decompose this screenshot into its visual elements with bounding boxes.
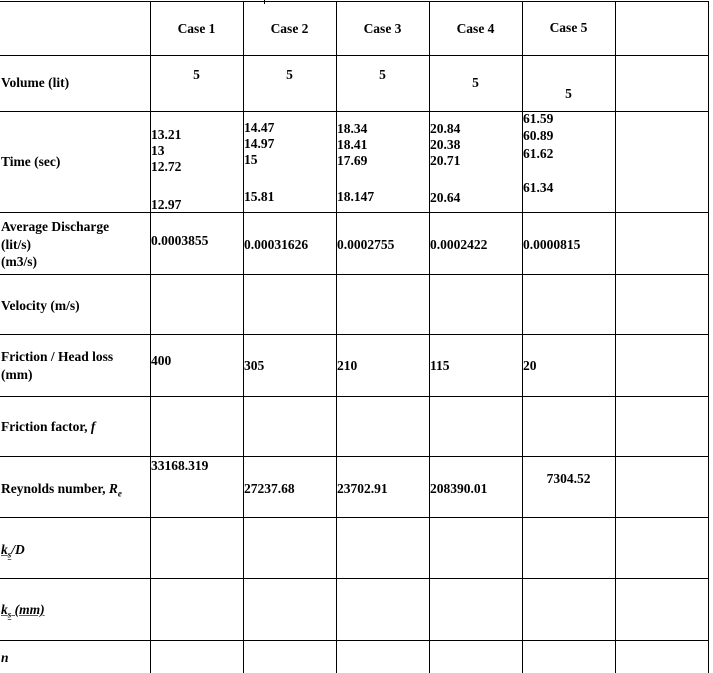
time-case-5-run-2: 60.89: [523, 128, 554, 143]
grid-line: [150, 1, 151, 673]
text-cursor: [522, 419, 523, 435]
row-label-ks-mm: ks (mm): [1, 602, 45, 623]
grid-line: [708, 1, 709, 673]
discharge-case-2: 0.00031626: [244, 237, 309, 252]
header-case-5: Case 5: [549, 20, 588, 35]
row-label-velocity: Velocity (m/s): [1, 298, 80, 313]
grid-line: [0, 111, 709, 112]
header-case-1: Case 1: [177, 21, 216, 36]
grid-line: [243, 1, 244, 673]
time-case-4-run-1: 20.84: [430, 121, 461, 136]
volume-case-1: 5: [193, 67, 200, 82]
row-label-volume: Volume (lit): [1, 75, 70, 90]
row-label-headloss-line-2: (mm): [1, 367, 33, 382]
time-case-1-run-4: 12.97: [151, 197, 182, 212]
time-case-2-run-4: 15.81: [244, 189, 275, 204]
volume-case-5: 5: [565, 86, 572, 101]
grid-line: [429, 1, 430, 673]
headloss-case-5: 20: [523, 358, 537, 373]
grid-line: [0, 212, 709, 213]
ks-d-rest: /D: [11, 542, 25, 557]
grid-line: [0, 55, 709, 56]
row-label-reynolds: Reynolds number, Re: [1, 481, 122, 502]
row-label-n: n: [1, 650, 9, 665]
time-case-3-run-4: 18.147: [337, 189, 375, 204]
row-label-headloss-line-1: Friction / Head loss: [1, 349, 114, 364]
time-case-3-run-3: 17.69: [337, 153, 368, 168]
volume-case-4: 5: [472, 75, 479, 90]
ks-d-sub: s: [7, 549, 12, 560]
time-case-5-run-1: 61.59: [523, 111, 554, 126]
time-case-2-run-2: 14.97: [244, 136, 275, 151]
grid-line: [0, 396, 709, 397]
grid-line: [0, 334, 709, 335]
grid-line: [0, 456, 709, 457]
reynolds-case-4: 208390.01: [430, 481, 488, 496]
grid-line: [0, 517, 709, 518]
reynolds-case-5: 7304.52: [546, 471, 591, 486]
time-case-1-run-2: 13: [151, 143, 165, 158]
ks-mm-k: k: [1, 602, 8, 617]
time-case-2-run-1: 14.47: [244, 120, 275, 135]
ks-d-k: k: [1, 542, 8, 557]
time-case-3-run-2: 18.41: [337, 137, 368, 152]
ks-mm-sub: s: [7, 609, 12, 620]
discharge-case-1: 0.0003855: [151, 233, 209, 248]
volume-case-2: 5: [286, 67, 293, 82]
reynolds-subscript: e: [117, 488, 122, 499]
row-label-time: Time (sec): [1, 154, 61, 169]
discharge-case-5: 0.0000815: [523, 237, 581, 252]
grid-line: [0, 640, 709, 641]
time-case-5-run-4: 61.34: [523, 180, 554, 195]
grid-line: [615, 1, 616, 673]
time-case-5-run-3: 61.62: [523, 146, 554, 161]
time-case-4-run-3: 20.71: [430, 153, 461, 168]
reynolds-case-2: 27237.68: [244, 481, 295, 496]
reynolds-case-3: 23702.91: [337, 481, 388, 496]
header-case-4: Case 4: [456, 21, 495, 36]
page-edge-mark: [264, 0, 265, 4]
headloss-case-4: 115: [430, 358, 450, 373]
headloss-case-2: 305: [244, 358, 265, 373]
grid-line: [522, 1, 523, 673]
discharge-case-4: 0.0002422: [430, 237, 488, 252]
time-case-2-run-3: 15: [244, 152, 258, 167]
discharge-case-3: 0.0002755: [337, 237, 395, 252]
headloss-case-3: 210: [337, 358, 358, 373]
row-label-discharge-line-3: (m3/s): [1, 254, 37, 269]
header-case-2: Case 2: [270, 21, 309, 36]
volume-case-3: 5: [379, 67, 386, 82]
header-case-3: Case 3: [363, 21, 402, 36]
headloss-case-1: 400: [151, 353, 172, 368]
time-case-1-run-1: 13.21: [151, 127, 182, 142]
friction-symbol: f: [90, 419, 96, 434]
reynolds-case-1: 33168.319: [151, 458, 209, 473]
row-label-discharge-line-2: (lit/s): [1, 237, 31, 252]
time-case-4-run-4: 20.64: [430, 190, 461, 205]
reynolds-symbol: R: [108, 481, 118, 496]
grid-line: [0, 1, 709, 2]
grid-line: [0, 274, 709, 275]
grid-line: [336, 1, 337, 673]
friction-label-text: Friction factor,: [1, 419, 91, 434]
reynolds-label-text: Reynolds number,: [1, 481, 109, 496]
grid-line: [0, 578, 709, 579]
time-case-4-run-2: 20.38: [430, 137, 461, 152]
time-case-1-run-3: 12.72: [151, 159, 182, 174]
row-label-friction-factor: Friction factor, f: [1, 419, 95, 435]
time-case-3-run-1: 18.34: [337, 121, 368, 136]
row-label-ks-over-d: ks/D: [1, 542, 25, 563]
row-label-discharge-line-1: Average Discharge: [1, 219, 110, 234]
ks-mm-rest: (mm): [11, 602, 45, 617]
